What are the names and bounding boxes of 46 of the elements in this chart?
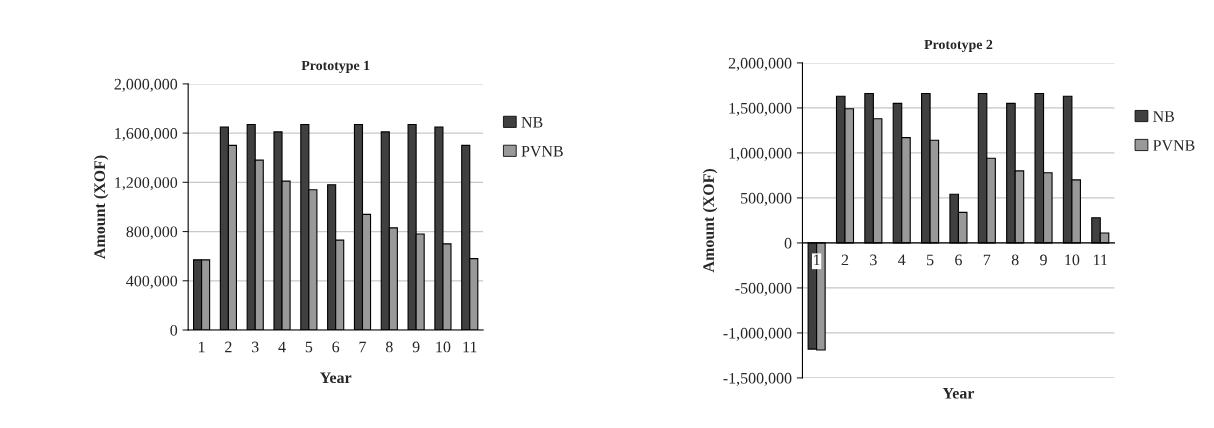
y-tick-label: -1,000,000 (723, 327, 792, 341)
x-axis-title: Year (942, 388, 975, 399)
x-tick-label: 8 (1011, 254, 1019, 266)
x-tick-label: 7 (983, 254, 991, 266)
x-tick-label: 11 (463, 341, 477, 353)
x-tick-label: 4 (278, 341, 286, 353)
x-tick-label: 10 (436, 341, 451, 353)
y-tick-label: -1,500,000 (723, 372, 792, 386)
chart-title: Prototype 1 (301, 60, 370, 73)
x-tick-label: 9 (1040, 254, 1047, 266)
chart-title: Prototype 2 (924, 39, 993, 53)
y-tick-label: 1,200,000 (115, 177, 178, 191)
legend-label: NB (521, 116, 543, 128)
y-axis-title: Amount (XOF) (702, 168, 718, 273)
y-tick-label: 500,000 (741, 192, 792, 206)
legend-label: NB (1153, 111, 1175, 122)
y-tick-label: -500,000 (735, 282, 792, 296)
y-tick-label: 0 (784, 237, 792, 249)
legend-label: PVNB (521, 145, 563, 157)
x-tick-label: 3 (251, 341, 259, 353)
y-tick-label: 400,000 (126, 275, 178, 289)
x-tick-label: 5 (927, 254, 934, 266)
y-tick-label: 0 (170, 324, 178, 336)
y-tick-label: 1,500,000 (729, 102, 792, 116)
x-tick-label: 7 (359, 341, 367, 353)
x-tick-label: 5 (305, 341, 313, 353)
x-tick-label: 2 (841, 254, 849, 266)
x-tick-label: 1 (814, 254, 820, 266)
y-tick-label: 1,000,000 (729, 147, 792, 161)
legend-label: PVNB (1153, 140, 1195, 151)
x-tick-label: 3 (870, 254, 877, 266)
y-tick-label: 2,000,000 (728, 57, 792, 71)
y-tick-label: 2,000,000 (114, 78, 178, 92)
x-tick-label: 4 (898, 254, 906, 266)
x-tick-label: 11 (1093, 254, 1107, 266)
x-tick-label: 1 (198, 341, 205, 353)
y-axis-title: Amount (XOF) (93, 155, 109, 259)
x-axis-title: Year (319, 372, 352, 384)
x-tick-label: 6 (955, 254, 962, 266)
x-tick-label: 10 (1065, 254, 1080, 266)
x-tick-label: 2 (225, 341, 232, 353)
x-tick-label: 6 (332, 341, 340, 353)
y-tick-label: 800,000 (126, 226, 178, 240)
x-tick-label: 9 (412, 341, 420, 353)
x-tick-label: 8 (385, 341, 393, 353)
y-tick-label: 1,600,000 (115, 128, 178, 142)
